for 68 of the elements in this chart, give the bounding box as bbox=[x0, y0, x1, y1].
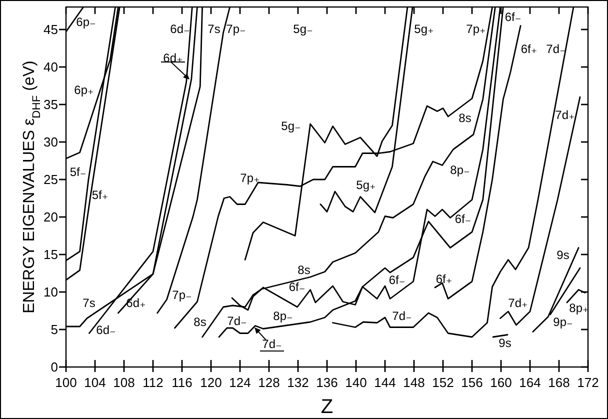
annotation: 7d₋ bbox=[392, 309, 412, 323]
x-tick-label: 104 bbox=[84, 375, 106, 390]
annotation: 7p₋ bbox=[226, 22, 246, 36]
x-tick-label: 152 bbox=[432, 375, 454, 390]
annotation: 5g₊ bbox=[414, 22, 434, 36]
x-tick-label: 156 bbox=[461, 375, 483, 390]
x-tick-label: 116 bbox=[172, 375, 192, 390]
annotation: 8p₋ bbox=[450, 163, 470, 177]
annotation: 7d₊ bbox=[555, 108, 575, 122]
x-tick-label: 112 bbox=[142, 375, 164, 390]
annotation: 6f₋ bbox=[388, 273, 406, 287]
x-tick-label: 148 bbox=[403, 375, 425, 390]
annotation: 8s bbox=[298, 263, 310, 277]
y-tick-label: 20 bbox=[44, 210, 58, 224]
annotation: 7d₋ bbox=[546, 42, 566, 56]
y-tick-label: 30 bbox=[44, 134, 58, 150]
x-tick-label: 144 bbox=[374, 375, 396, 390]
annotation: 6d₋ bbox=[96, 323, 116, 337]
annotation: 5g₋ bbox=[293, 22, 313, 36]
x-tick-label: 140 bbox=[345, 375, 367, 390]
annotation: 8p₊ bbox=[569, 301, 589, 315]
annotation: 8s bbox=[194, 315, 206, 329]
y-tick-label: 40 bbox=[44, 60, 58, 74]
x-axis-title: Z bbox=[320, 396, 334, 418]
x-tick-label: 172 bbox=[577, 375, 599, 390]
y-tick-label: 5 bbox=[50, 322, 58, 337]
annotation: 7p₋ bbox=[172, 288, 192, 302]
x-tick-label: 160 bbox=[490, 375, 512, 390]
y-tick-label: 10 bbox=[44, 284, 58, 300]
annotation: 6f₊ bbox=[520, 42, 538, 56]
y-tick-label: 0 bbox=[50, 360, 58, 374]
annotation: 7d₊ bbox=[508, 296, 528, 310]
annotation: 6d₊ bbox=[126, 296, 146, 310]
x-tick-label: 128 bbox=[258, 375, 280, 390]
annotation: 5f₋ bbox=[70, 165, 86, 179]
annotation: 9s bbox=[498, 336, 512, 350]
annotation: 6f₋ bbox=[288, 280, 306, 294]
x-tick-label: 164 bbox=[519, 375, 541, 390]
annotation: 7s bbox=[208, 22, 220, 36]
annotation: 6f₋ bbox=[454, 212, 472, 226]
annotation: 5g₊ bbox=[356, 178, 376, 192]
annotation: 6f₋ bbox=[504, 10, 522, 24]
annotation: 5f₊ bbox=[92, 188, 108, 202]
annotation: 6f₊ bbox=[436, 272, 452, 286]
annotation: 7s bbox=[82, 296, 96, 310]
annotation: 9p₋ bbox=[553, 315, 573, 329]
annotation: 7p₊ bbox=[240, 171, 260, 185]
x-tick-label: 100 bbox=[55, 375, 77, 390]
annotation: 6p₊ bbox=[74, 83, 94, 97]
x-tick-label: 120 bbox=[200, 375, 222, 390]
x-tick-label: 136 bbox=[316, 375, 338, 390]
annotation: 9s bbox=[556, 248, 570, 262]
annotation: 6p₋ bbox=[76, 15, 96, 29]
annotation: 8s bbox=[458, 111, 472, 125]
annotation: 7p₊ bbox=[466, 22, 486, 36]
y-tick-label: 35 bbox=[44, 97, 58, 112]
y-tick-label: 15 bbox=[44, 247, 58, 262]
annotation: 5g₋ bbox=[281, 119, 301, 133]
x-tick-label: 108 bbox=[113, 375, 135, 390]
x-tick-label: 124 bbox=[229, 375, 251, 390]
annotation: 7d₋ bbox=[262, 337, 282, 351]
annotation: 8p₋ bbox=[273, 309, 293, 323]
x-tick-label: 168 bbox=[548, 375, 570, 390]
annotation: 7d₋ bbox=[227, 314, 247, 328]
y-tick-label: 45 bbox=[44, 22, 58, 37]
y-tick-label: 25 bbox=[44, 172, 58, 187]
annotation: 6d₋ bbox=[170, 22, 190, 36]
x-tick-label: 132 bbox=[287, 375, 309, 390]
